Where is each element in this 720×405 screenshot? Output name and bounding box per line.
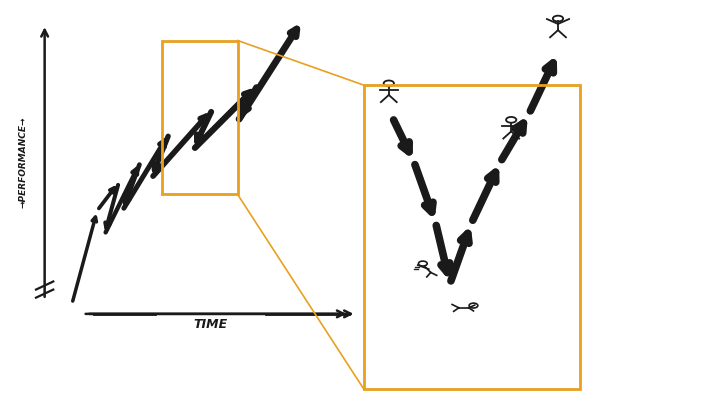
Bar (162, 40, 238, 194)
Bar (364, 85, 580, 389)
Text: TIME: TIME (194, 318, 228, 330)
Text: →PERFORMANCE→: →PERFORMANCE→ (19, 116, 27, 208)
